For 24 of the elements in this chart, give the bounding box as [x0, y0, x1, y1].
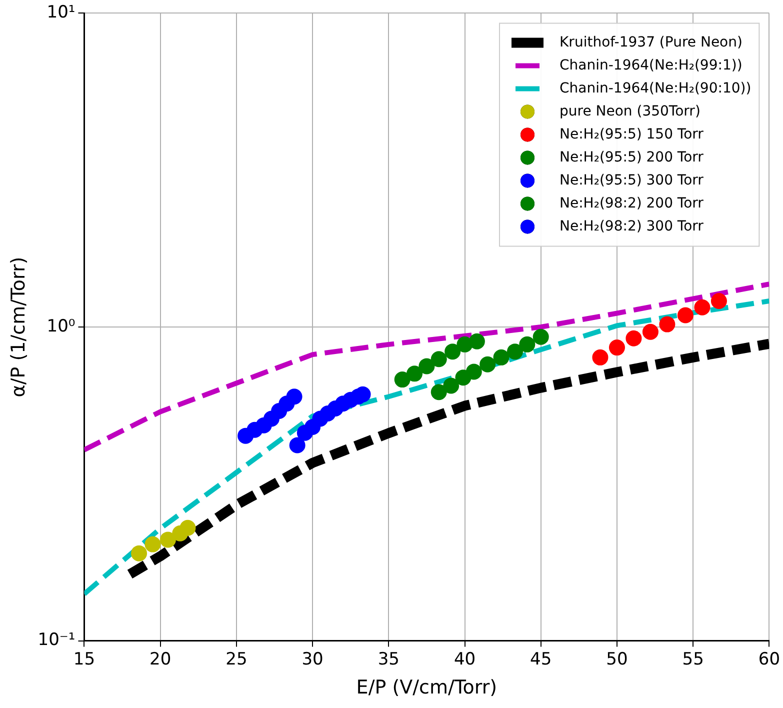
legend-label: Ne:H₂(95:5) 300 Torr: [560, 172, 704, 188]
x-tick-label: 45: [530, 649, 552, 670]
y-tick-label: 10⁻¹: [38, 630, 76, 650]
y-tick-label: 10¹: [46, 2, 76, 23]
x-tick-label: 25: [226, 649, 248, 670]
x-axis-title: E/P (V/cm/Torr): [356, 676, 498, 699]
x-tick-label: 30: [302, 649, 324, 670]
legend-label: Ne:H₂(98:2) 300 Torr: [560, 218, 704, 234]
x-tick-label: 35: [378, 649, 400, 670]
legend-label: Ne:H₂(98:2) 200 Torr: [560, 195, 704, 212]
legend-label: Ne:H₂(95:5) 150 Torr: [560, 126, 704, 142]
x-tick-label: 55: [682, 649, 704, 670]
x-tick-label: 15: [73, 649, 96, 670]
y-axis-title: α/P (1/cm/Torr): [7, 256, 30, 398]
x-tick-label: 50: [606, 649, 628, 670]
legend-label: Kruithof-1937 (Pure Neon): [560, 34, 742, 50]
legend-label: Ne:H₂(95:5) 200 Torr: [560, 149, 704, 166]
legend-label: Chanin-1964(Ne:H₂(90:10)): [560, 80, 752, 96]
legend-label: Chanin-1964(Ne:H₂(99:1)): [560, 57, 742, 74]
x-tick-label: 20: [150, 649, 172, 670]
legend-label: pure Neon (350Torr): [560, 103, 700, 120]
x-tick-label: 60: [758, 649, 780, 670]
x-tick-label: 40: [454, 649, 476, 670]
y-tick-label: 10⁰: [46, 316, 76, 336]
